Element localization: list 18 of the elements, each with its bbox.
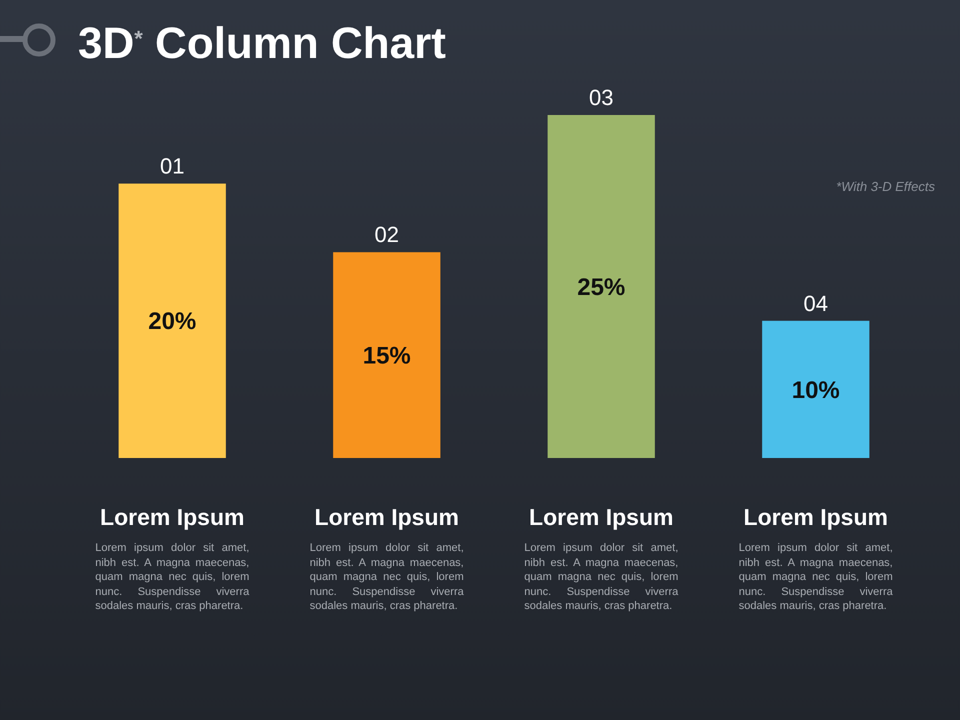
data-label: 20% xyxy=(148,308,196,336)
x-tick-label: 04 xyxy=(804,290,828,316)
text: Lorem ipsum dolor sit amet, nibh est. A magna maecenas, quam magna nec quis, lorem nunc. Suspendisse viverra sodales mauris, cras pharetra. xyxy=(738,541,893,614)
text: Lorem Ipsum xyxy=(744,504,888,530)
annotation: *With 3-D Effects xyxy=(836,179,936,194)
text: Lorem Ipsum xyxy=(529,504,674,530)
x-tick-label: 03 xyxy=(589,85,614,110)
text: Lorem ipsum dolor sit amet, nibh est. A magna maecenas, quam magna nec quis, lorem nunc. Suspendisse viverra sodales mauris, cras pharetra. xyxy=(310,541,464,614)
x-tick-label: 01 xyxy=(160,154,184,179)
text: Lorem Ipsum xyxy=(100,504,244,530)
text: Lorem ipsum dolor sit amet, nibh est. A magna maecenas, quam magna nec quis, lorem nunc. Suspendisse viverra sodales mauris, cras pharetra. xyxy=(95,541,250,614)
data-label: 10% xyxy=(792,376,840,404)
chart-title: 3D$^{*}$ Column Chart xyxy=(78,19,446,68)
text: Lorem ipsum dolor sit amet, nibh est. A magna maecenas, quam magna nec quis, lorem nunc. Suspendisse viverra sodales mauris, cras pharetra. xyxy=(524,541,678,614)
x-tick-label: 02 xyxy=(374,222,399,248)
data-label: 15% xyxy=(362,342,411,370)
text: Lorem Ipsum xyxy=(314,504,459,530)
data-label: 25% xyxy=(577,274,626,301)
